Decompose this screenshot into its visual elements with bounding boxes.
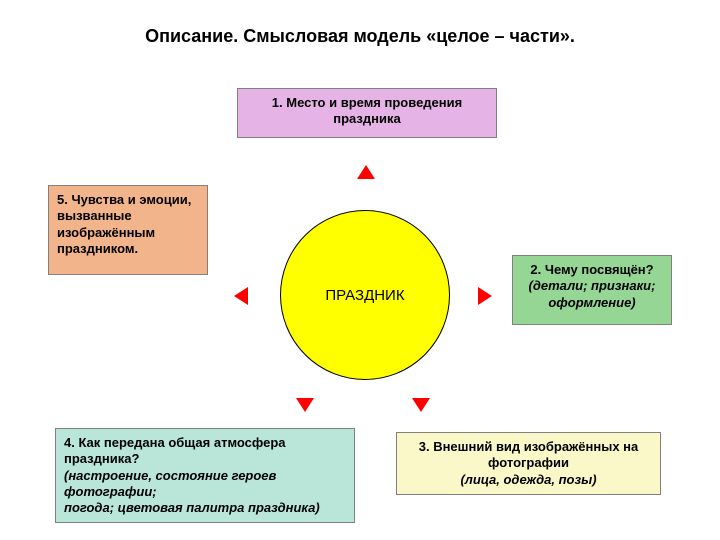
node-box-4-line1: 4. Как передана общая атмосфера праздник… bbox=[64, 435, 346, 468]
arrow-down-icon bbox=[296, 398, 314, 412]
arrow-left-icon bbox=[234, 287, 248, 305]
node-box-2-line1: 2. Чему посвящён? bbox=[521, 262, 663, 278]
node-box-1: 1. Место и время проведения праздника bbox=[237, 88, 497, 138]
page-title: Описание. Смысловая модель «целое – част… bbox=[0, 26, 720, 47]
node-box-4-line2: (настроение, состояние героев фотографии… bbox=[64, 468, 346, 517]
node-box-1-line2: праздника bbox=[246, 111, 488, 127]
node-box-1-line1: 1. Место и время проведения bbox=[246, 95, 488, 111]
diagram-canvas: Описание. Смысловая модель «целое – част… bbox=[0, 0, 720, 540]
arrow-right-icon bbox=[478, 287, 492, 305]
node-box-3-line1: 3. Внешний вид изображённых на фотографи… bbox=[405, 439, 652, 472]
node-box-3-line2: (лица, одежда, позы) bbox=[405, 472, 652, 488]
node-box-3: 3. Внешний вид изображённых на фотографи… bbox=[396, 432, 661, 495]
node-box-5: 5. Чувства и эмоции, вызванные изображён… bbox=[48, 185, 208, 275]
center-node-holiday: ПРАЗДНИК bbox=[280, 210, 450, 380]
arrow-down-icon bbox=[412, 398, 430, 412]
node-box-2-line2: (детали; признаки; оформление) bbox=[521, 278, 663, 311]
center-node-label: ПРАЗДНИК bbox=[325, 287, 404, 304]
node-box-4: 4. Как передана общая атмосфера праздник… bbox=[55, 428, 355, 523]
node-box-2: 2. Чему посвящён? (детали; признаки; офо… bbox=[512, 255, 672, 325]
arrow-up-icon bbox=[357, 165, 375, 179]
node-box-5-line1: 5. Чувства и эмоции, вызванные изображён… bbox=[57, 192, 199, 257]
